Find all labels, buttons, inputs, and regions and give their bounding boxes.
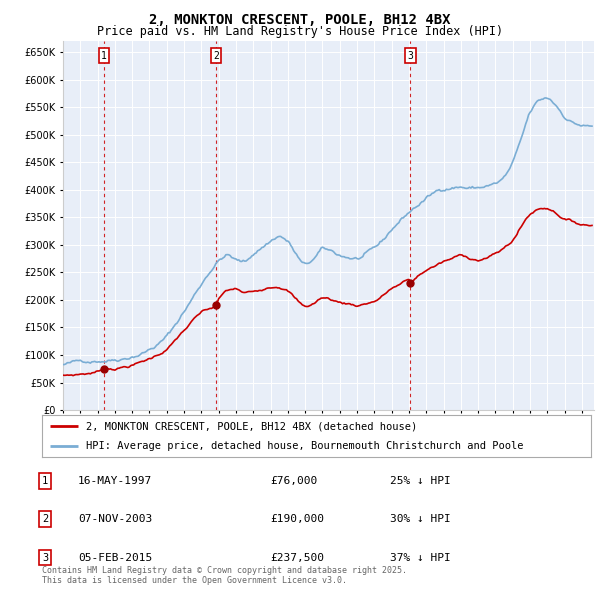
Text: 3: 3	[407, 51, 413, 61]
Text: 2: 2	[42, 514, 48, 524]
Text: Contains HM Land Registry data © Crown copyright and database right 2025.
This d: Contains HM Land Registry data © Crown c…	[42, 566, 407, 585]
Text: £76,000: £76,000	[270, 476, 317, 486]
Text: 1: 1	[42, 476, 48, 486]
Text: 2, MONKTON CRESCENT, POOLE, BH12 4BX: 2, MONKTON CRESCENT, POOLE, BH12 4BX	[149, 13, 451, 27]
Text: 16-MAY-1997: 16-MAY-1997	[78, 476, 152, 486]
Text: Price paid vs. HM Land Registry's House Price Index (HPI): Price paid vs. HM Land Registry's House …	[97, 25, 503, 38]
Text: 2: 2	[213, 51, 219, 61]
Text: 07-NOV-2003: 07-NOV-2003	[78, 514, 152, 524]
Text: 1: 1	[101, 51, 107, 61]
Text: 37% ↓ HPI: 37% ↓ HPI	[390, 553, 451, 562]
Text: 25% ↓ HPI: 25% ↓ HPI	[390, 476, 451, 486]
Text: 30% ↓ HPI: 30% ↓ HPI	[390, 514, 451, 524]
Text: 05-FEB-2015: 05-FEB-2015	[78, 553, 152, 562]
Text: 3: 3	[42, 553, 48, 562]
Text: 2, MONKTON CRESCENT, POOLE, BH12 4BX (detached house): 2, MONKTON CRESCENT, POOLE, BH12 4BX (de…	[86, 421, 417, 431]
Text: HPI: Average price, detached house, Bournemouth Christchurch and Poole: HPI: Average price, detached house, Bour…	[86, 441, 523, 451]
Text: £190,000: £190,000	[270, 514, 324, 524]
Text: £237,500: £237,500	[270, 553, 324, 562]
